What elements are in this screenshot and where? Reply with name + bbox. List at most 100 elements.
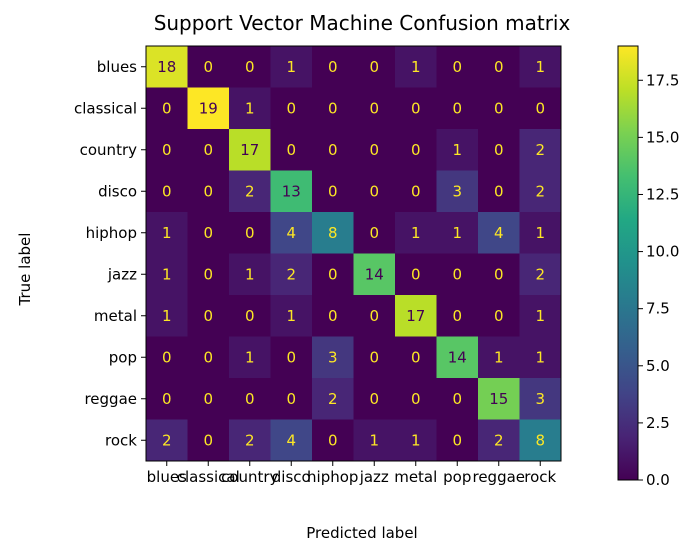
cell-value-label: 18	[157, 58, 176, 76]
cell-value-label: 2	[535, 265, 545, 283]
heatmap-cell	[519, 46, 562, 88]
colorbar: 0.0 2.5 5.0 7.5 10.0 12.5 15.0 17.5	[617, 45, 679, 489]
heatmap-cell	[395, 253, 437, 296]
colorbar-tick-label: 10.0	[646, 243, 679, 261]
cell-value-label: 0	[452, 58, 462, 76]
heatmap-cell	[312, 378, 354, 420]
cell-value-label: 0	[369, 182, 379, 200]
colorbar-tick-label: 7.5	[646, 300, 670, 318]
heatmap-cell	[146, 253, 188, 296]
cell-value-label: 1	[411, 224, 421, 242]
heatmap-cell	[436, 336, 479, 379]
cell-value-label: 2	[245, 431, 255, 449]
cell-value-label: 13	[282, 182, 301, 200]
heatmap-cell	[229, 253, 271, 296]
cell-value-label: 0	[203, 348, 213, 366]
chart-title: Support Vector Machine Confusion matrix	[154, 11, 571, 35]
heatmap-cell	[436, 419, 479, 462]
heatmap-cell	[353, 129, 396, 171]
y-axis-ticks: blues classical country disco hiphop jazz meta…	[74, 58, 146, 449]
cell-value-label: 0	[411, 182, 421, 200]
heatmap-cell	[312, 419, 354, 462]
cell-value-label: 1	[494, 348, 504, 366]
y-tick-label: pop	[109, 348, 137, 366]
cell-value-label: 0	[369, 224, 379, 242]
cell-value-label: 0	[328, 99, 338, 117]
heatmap-cell	[519, 295, 562, 337]
heatmap-cell	[353, 419, 396, 462]
cell-value-label: 0	[162, 99, 172, 117]
heatmap-cell	[478, 46, 520, 88]
heatmap-cell	[436, 87, 479, 130]
cell-value-label: 14	[365, 265, 384, 283]
heatmap-cell	[436, 295, 479, 337]
heatmap-cell	[395, 336, 437, 379]
heatmap-cell	[270, 336, 313, 379]
cell-value-label: 1	[535, 58, 545, 76]
heatmap-cell	[229, 212, 271, 254]
y-tick-label: disco	[98, 182, 137, 200]
heatmap-cell	[519, 129, 562, 171]
x-tick-label: rock	[524, 468, 556, 486]
x-tick-label: pop	[443, 468, 471, 486]
cell-value-label: 1	[245, 99, 255, 117]
cell-value-label: 1	[245, 348, 255, 366]
cell-value-label: 3	[328, 348, 338, 366]
cell-value-label: 0	[328, 431, 338, 449]
cell-value-label: 0	[369, 348, 379, 366]
cell-value-label: 0	[203, 58, 213, 76]
heatmap-cell	[353, 87, 396, 130]
x-tick-label: hiphop	[307, 468, 358, 486]
heatmap-cell	[229, 170, 271, 213]
cell-value-label: 1	[162, 307, 172, 325]
heatmap-cell	[146, 336, 188, 379]
heatmap-cell	[478, 378, 520, 420]
cell-value-label: 0	[203, 141, 213, 159]
heatmap-cell	[187, 129, 230, 171]
x-axis-label: Predicted label	[306, 524, 417, 542]
heatmap-cell	[353, 46, 396, 88]
cell-value-label: 0	[452, 265, 462, 283]
cell-value-label: 2	[328, 390, 338, 408]
cell-value-label: 0	[452, 390, 462, 408]
heatmap-cell-labels: 18 0 0 1 0 0 1 0 0 10 19 1 0 0 0 0 0 0 00 0 17 0 0 0 0 1 0 20 0 2 13 0 0…	[157, 58, 545, 450]
heatmap-cell	[395, 129, 437, 171]
cell-value-label: 1	[286, 307, 296, 325]
cell-value-label: 0	[203, 390, 213, 408]
cell-value-label: 8	[535, 431, 545, 449]
cell-value-label: 0	[494, 265, 504, 283]
heatmap-cell	[395, 378, 437, 420]
x-tick-label: country	[221, 468, 278, 486]
heatmap-cells	[146, 46, 562, 462]
heatmap-cell	[270, 378, 313, 420]
heatmap-cell	[146, 129, 188, 171]
cell-value-label: 0	[369, 141, 379, 159]
heatmap-cell	[146, 170, 188, 213]
heatmap-cell	[146, 295, 188, 337]
cell-value-label: 0	[162, 348, 172, 366]
cell-value-label: 4	[286, 224, 296, 242]
heatmap-cell	[270, 253, 313, 296]
cell-value-label: 0	[245, 58, 255, 76]
heatmap-cell	[270, 170, 313, 213]
cell-value-label: 0	[203, 431, 213, 449]
heatmap-cell	[187, 46, 230, 88]
y-tick-label: blues	[97, 58, 137, 76]
cell-value-label: 1	[452, 224, 462, 242]
colorbar-tick-label: 2.5	[646, 414, 670, 432]
cell-value-label: 2	[162, 431, 172, 449]
cell-value-label: 0	[328, 307, 338, 325]
heatmap-cell	[436, 253, 479, 296]
heatmap-cell	[270, 129, 313, 171]
cell-value-label: 15	[489, 390, 508, 408]
cell-value-label: 0	[411, 141, 421, 159]
heatmap-cell	[312, 295, 354, 337]
heatmap-cell	[146, 212, 188, 254]
cell-value-label: 0	[203, 307, 213, 325]
heatmap-cell	[478, 170, 520, 213]
heatmap-cell	[436, 378, 479, 420]
cell-value-label: 0	[162, 390, 172, 408]
cell-value-label: 14	[448, 348, 467, 366]
y-tick-label: hiphop	[86, 224, 137, 242]
